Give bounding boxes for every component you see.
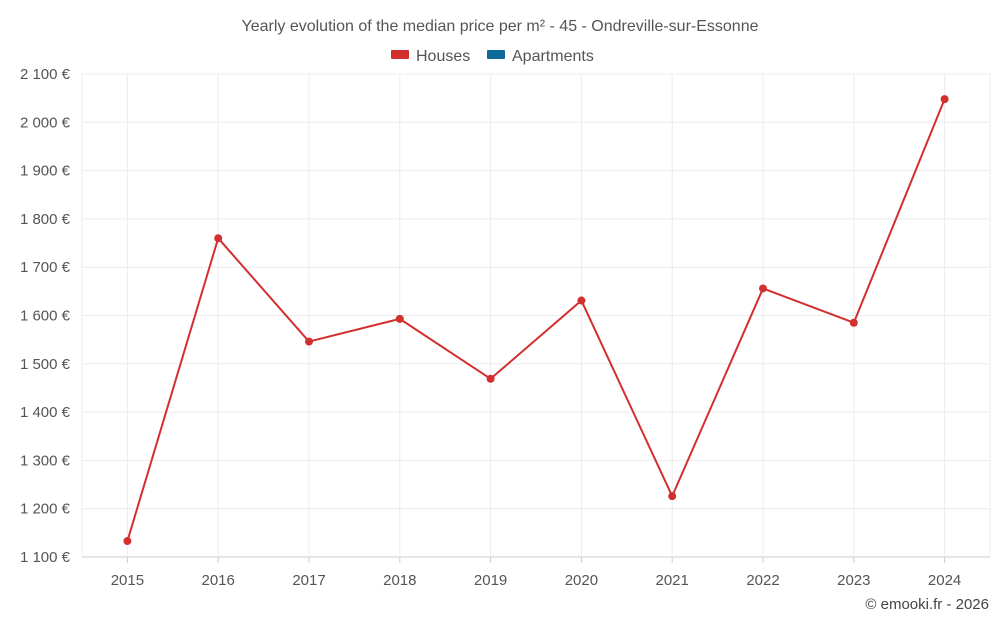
x-tick-label: 2015: [111, 572, 144, 589]
y-tick-label: 1 800 €: [20, 211, 71, 228]
y-tick-label: 1 900 €: [20, 163, 71, 180]
x-axis-ticks: 2015 2016 2017 2018 2019 2020 2021 2022 2023 2024: [111, 557, 961, 589]
y-tick-label: 1 200 €: [20, 501, 71, 518]
y-axis-ticks: 1 100 € 1 200 € 1 300 € 1 400 € 1 500 € 1 600…: [20, 66, 71, 566]
x-tick-label: 2020: [565, 572, 598, 589]
legend: Houses Apartments: [391, 48, 594, 65]
y-tick-label: 1 400 €: [20, 404, 71, 421]
x-tick-label: 2022: [746, 572, 779, 589]
data-point-2023[interactable]: [849, 318, 858, 327]
y-tick-label: 1 300 €: [20, 452, 71, 469]
x-tick-label: 2019: [474, 572, 507, 589]
y-tick-label: 1 600 €: [20, 308, 71, 325]
legend-swatch-apartments: [487, 50, 505, 59]
y-tick-label: 2 100 €: [20, 66, 71, 83]
x-tick-label: 2024: [928, 572, 961, 589]
y-tick-label: 2 000 €: [20, 114, 71, 131]
data-point-2019[interactable]: [486, 374, 495, 383]
grid: [81, 73, 991, 558]
series-houses: [123, 95, 949, 546]
x-tick-label: 2021: [656, 572, 689, 589]
data-point-2017[interactable]: [305, 337, 313, 346]
legend-swatch-houses: [391, 50, 409, 59]
x-tick-label: 2018: [383, 572, 416, 589]
series-line-houses: [126, 98, 946, 542]
y-tick-label: 1 700 €: [20, 259, 71, 276]
data-point-2018[interactable]: [395, 314, 404, 323]
legend-label-apartments[interactable]: Apartments: [512, 48, 594, 65]
x-tick-label: 2023: [837, 572, 870, 589]
data-point-2016[interactable]: [214, 234, 223, 243]
x-tick-label: 2016: [202, 572, 235, 589]
data-point-2024[interactable]: [940, 95, 949, 104]
data-point-2015[interactable]: [123, 537, 132, 546]
credit-text: © emooki.fr - 2026: [865, 596, 989, 613]
data-point-2022[interactable]: [759, 284, 767, 293]
y-tick-label: 1 500 €: [20, 356, 71, 373]
data-point-2021[interactable]: [668, 492, 677, 501]
y-tick-label: 1 100 €: [20, 549, 71, 566]
data-point-2020[interactable]: [577, 296, 586, 305]
chart-title: Yearly evolution of the median price per…: [242, 18, 759, 35]
x-tick-label: 2017: [292, 572, 325, 589]
legend-label-houses[interactable]: Houses: [416, 48, 470, 65]
